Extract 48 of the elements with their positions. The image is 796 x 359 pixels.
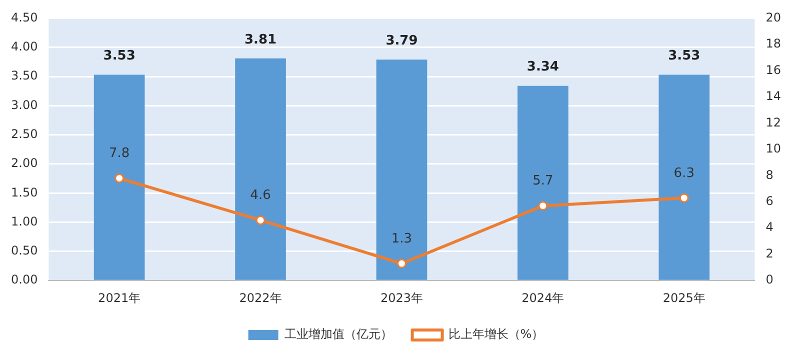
data-label: 5.7 [532,174,554,189]
legend-label: 工业增加值（亿元） [284,327,392,342]
y-tick-label: 3.50 [11,68,38,83]
y2-tick-label: 0 [766,272,774,287]
point [256,216,266,225]
y-tick-label: 4.00 [11,39,38,54]
y-tick-label: 1.00 [11,214,38,228]
bar [658,74,710,280]
y-tick-label: 0.00 [11,272,38,287]
y2-tick-label: 12 [766,115,782,130]
y2-tick-label: 6 [766,194,774,208]
y-tick-label: 4.50 [11,10,38,24]
y2-tick-label: 10 [766,142,782,156]
data-label: 7.8 [108,146,130,162]
data-label: 1.3 [391,231,412,246]
data-label: 3.79 [386,33,418,48]
data-label: 4.6 [250,188,271,204]
data-label: 6.3 [674,166,694,181]
y-tick-label: 3.00 [11,98,38,112]
legend-label: 比上年增长（%） [448,327,544,342]
bar [94,74,145,280]
point [538,201,548,211]
y-tick-label: 0.50 [11,244,38,258]
y2-tick-label: 14 [766,89,782,104]
x-tick-label: 2023年 [380,290,423,305]
y-tick-label: 1.50 [11,185,38,200]
x-tick-label: 2024年 [522,290,564,305]
data-label: 3.81 [244,32,277,48]
y-tick-label: 2.50 [11,126,38,141]
data-label: 3.34 [526,60,559,75]
y2-tick-label: 16 [766,62,782,77]
point [679,193,689,203]
point [114,174,124,184]
y2-tick-label: 2 [766,246,774,260]
point [396,258,406,268]
bar [518,86,568,280]
data-label: 3.53 [103,48,136,64]
x-tick-label: 2021年 [98,290,141,305]
bar [376,60,428,280]
data-label: 3.53 [668,48,700,64]
y-tick-label: 2.00 [11,156,38,170]
y2-tick-label: 20 [766,10,782,24]
y2-tick-label: 4 [766,220,774,234]
bar [235,58,286,280]
y2-tick-label: 18 [766,36,782,51]
x-tick-label: 2025年 [662,290,706,305]
y2-tick-label: 8 [766,168,774,182]
x-tick-label: 2022年 [239,290,282,305]
